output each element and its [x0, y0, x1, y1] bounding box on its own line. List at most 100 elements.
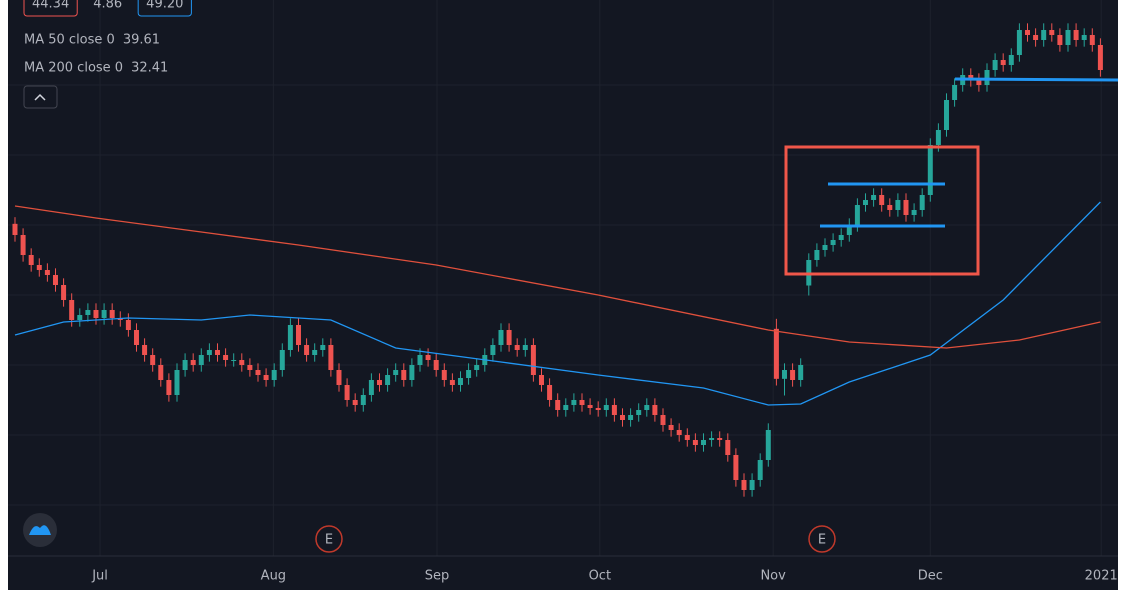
- candle-body: [425, 355, 431, 360]
- candle-body: [69, 300, 75, 320]
- candle-body: [952, 85, 958, 100]
- candle-body: [474, 365, 480, 370]
- candle-body: [887, 205, 893, 210]
- candle-body: [490, 345, 496, 355]
- candle-body: [798, 365, 804, 380]
- moving-average-line: [14, 201, 1101, 406]
- collapse-button[interactable]: [23, 85, 58, 109]
- candle-body: [109, 310, 115, 318]
- candle-body: [514, 345, 520, 350]
- grid-layer: [8, 0, 1118, 556]
- candle-body: [611, 405, 617, 415]
- candle-body: [538, 375, 544, 385]
- drawings: [784, 77, 1119, 276]
- candle-body: [231, 360, 237, 361]
- candle-body: [409, 365, 415, 380]
- candle-body: [692, 440, 698, 445]
- header-box: [137, 0, 192, 17]
- candle-body: [133, 330, 139, 345]
- header-value: 49.20: [146, 0, 183, 12]
- candle-body: [166, 380, 172, 395]
- candle-body: [239, 360, 245, 365]
- legend-label: MA 200 close 0: [24, 61, 123, 76]
- candle-body: [263, 375, 269, 380]
- x-tick-label: Sep: [425, 569, 450, 584]
- candle-body: [773, 328, 779, 379]
- candle-body: [150, 355, 156, 365]
- earnings-marker[interactable]: [315, 525, 343, 553]
- candle-body: [247, 365, 253, 370]
- candle-body: [344, 385, 350, 400]
- candle-body: [660, 415, 666, 425]
- candle-body: [457, 378, 463, 385]
- candle-body: [919, 195, 925, 210]
- candle-body: [28, 255, 34, 265]
- candle-body: [879, 195, 885, 205]
- candle-body: [385, 375, 391, 385]
- candle-body: [1024, 30, 1030, 35]
- candle-body: [700, 440, 706, 445]
- candle-body: [725, 440, 731, 455]
- legend-label: MA 50 close 0: [24, 33, 115, 48]
- candle-body: [1073, 30, 1079, 40]
- earnings-marker[interactable]: [808, 525, 836, 553]
- candle-body: [749, 480, 755, 490]
- candle-body: [360, 395, 366, 405]
- candle-body: [709, 438, 715, 440]
- candle-body: [911, 210, 917, 215]
- candle-body: [871, 195, 877, 200]
- candle-body: [862, 200, 868, 205]
- candle-body: [1041, 30, 1047, 40]
- x-tick-label: Dec: [918, 569, 943, 584]
- candle-body: [498, 330, 504, 345]
- candle-body: [1000, 60, 1006, 65]
- candle-body: [182, 360, 188, 370]
- moving-average-line: [14, 205, 1101, 349]
- candle-body: [1016, 30, 1022, 55]
- candle-body: [352, 400, 358, 405]
- candle-body: [555, 400, 561, 410]
- candle-body: [1049, 30, 1055, 35]
- candle-body: [85, 310, 91, 315]
- candle-body: [1097, 45, 1103, 70]
- candle-body: [61, 285, 67, 300]
- candle-body: [393, 370, 399, 375]
- candle-body: [466, 370, 472, 378]
- candle-body: [336, 370, 342, 385]
- candle-body: [530, 345, 536, 375]
- candle-body: [287, 325, 293, 350]
- candle-body: [158, 365, 164, 380]
- header-value: 4.86: [93, 0, 122, 12]
- earnings-label: E: [325, 533, 333, 548]
- candle-body: [935, 130, 941, 145]
- candle-body: [93, 310, 99, 318]
- candle-body: [619, 415, 625, 420]
- candle-body: [1033, 35, 1039, 40]
- candle-body: [595, 408, 601, 410]
- candle-body: [603, 405, 609, 410]
- candle-body: [943, 100, 949, 130]
- candle-body: [279, 350, 285, 370]
- candle-body: [757, 460, 763, 480]
- candle-body: [984, 70, 990, 85]
- marks-layer: [12, 23, 1103, 497]
- candle-body: [77, 315, 83, 320]
- candle-body: [846, 225, 852, 235]
- candle-body: [1081, 35, 1087, 40]
- earnings-label: E: [818, 533, 826, 548]
- candle-body: [223, 355, 229, 360]
- candle-body: [52, 275, 58, 285]
- candle-body: [255, 370, 261, 375]
- legend-value: 32.41: [131, 61, 168, 76]
- candle-body: [741, 480, 747, 490]
- candle-body: [441, 370, 447, 380]
- candle-body: [449, 380, 455, 385]
- candle-body: [992, 60, 998, 70]
- candle-body: [506, 330, 512, 345]
- candle-body: [304, 345, 310, 355]
- candle-body: [587, 405, 593, 408]
- candle-body: [903, 200, 909, 215]
- candle-body: [571, 400, 577, 405]
